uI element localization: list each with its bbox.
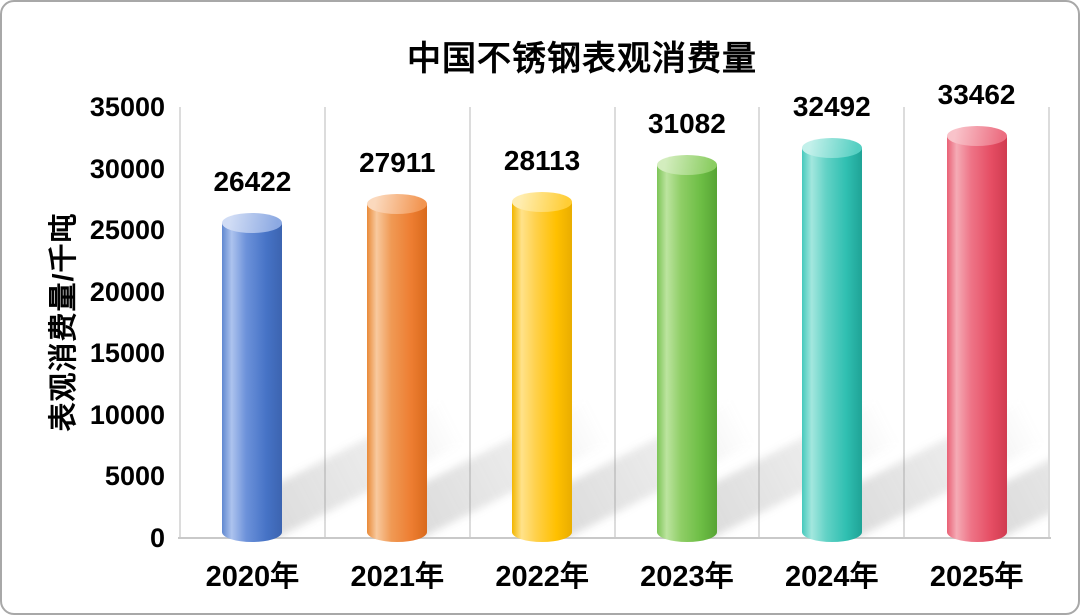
chart-title: 中国不锈钢表观消费量: [407, 40, 757, 78]
bar-value-label: 28113: [503, 144, 581, 176]
x-tick-label: 2024年: [784, 561, 879, 593]
category-separator-gridline: [179, 107, 181, 538]
y-tick-label: 10000: [89, 399, 165, 430]
bar-cylinder-2022年: [512, 191, 573, 542]
y-tick-label: 20000: [89, 276, 165, 307]
y-tick-label: 0: [149, 523, 165, 553]
category-separator-gridline: [758, 107, 761, 538]
cylinder-body: [656, 165, 717, 542]
y-tick-label: 15000: [89, 338, 165, 369]
cylinder-top: [801, 137, 862, 158]
bar-value-label: 31082: [647, 108, 726, 140]
x-tick-label: 2021年: [350, 561, 444, 593]
y-tick-label: 30000: [89, 153, 165, 184]
x-tick-label: 2022年: [495, 561, 589, 593]
cylinder-body: [946, 135, 1007, 542]
cylinder-top: [367, 194, 428, 215]
cylinder-top: [946, 125, 1007, 146]
cylinder-top: [222, 212, 283, 233]
cylinder-top: [512, 191, 573, 212]
bar-cylinder-2021年: [367, 194, 428, 542]
category-separator-gridline: [323, 107, 326, 538]
cylinder-top: [656, 155, 717, 176]
x-tick-label: 2020年: [205, 561, 300, 593]
cylinder-body: [512, 201, 573, 542]
y-axis-title: 表观消费量/千吨: [48, 212, 80, 432]
bar-value-label: 32492: [792, 90, 871, 122]
cylinder-body: [222, 222, 283, 542]
category-separator-gridline: [468, 107, 471, 538]
cylinder-body: [367, 204, 428, 542]
x-tick-label: 2025年: [929, 561, 1024, 593]
bar-cylinder-2025年: [946, 125, 1007, 542]
bar-value-label: 26422: [213, 165, 292, 197]
category-separator-gridline: [1048, 107, 1050, 538]
category-separator-gridline: [613, 107, 616, 538]
bar-cylinder-2023年: [656, 155, 717, 542]
bar-value-label: 27911: [359, 147, 436, 179]
x-tick-label: 2023年: [640, 561, 734, 593]
bar-value-label: 33462: [937, 78, 1016, 110]
cylinder-body: [801, 147, 862, 542]
bar-cylinder-2020年: [222, 212, 283, 542]
x-axis-baseline: [178, 537, 1051, 539]
y-tick-label: 35000: [89, 92, 165, 122]
y-tick-label: 5000: [104, 461, 165, 492]
y-tick-label: 25000: [89, 215, 165, 246]
bar-cylinder-2024年: [801, 137, 862, 542]
category-separator-gridline: [903, 107, 906, 538]
